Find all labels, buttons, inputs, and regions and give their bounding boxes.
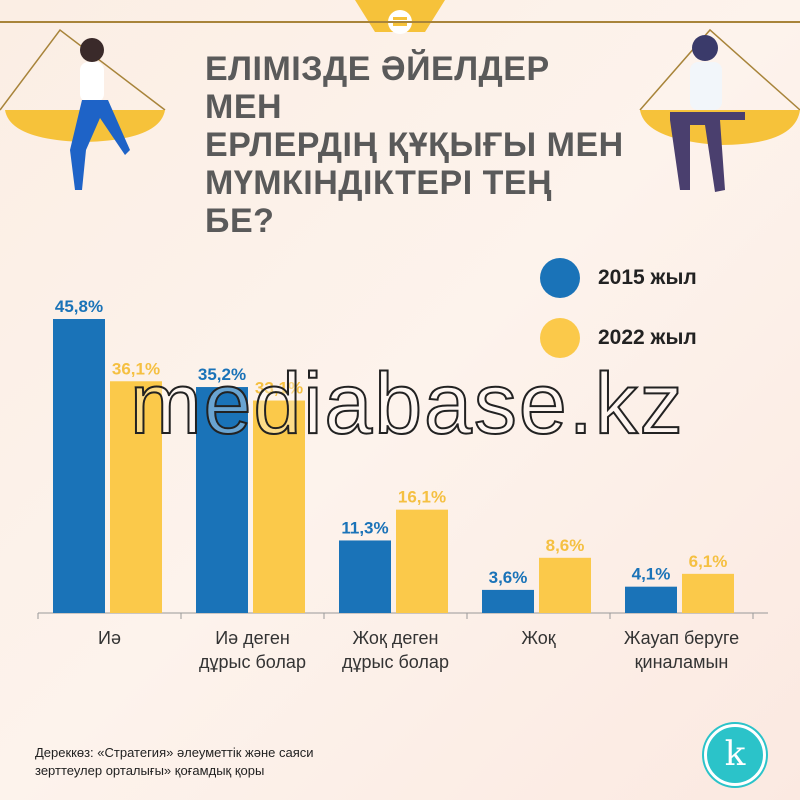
legend-swatch-2022 (540, 318, 580, 358)
data-label: 35,2% (198, 365, 246, 384)
data-label: 36,1% (112, 359, 160, 378)
category-label-line: Жауап беруге (623, 628, 740, 648)
logo: k (704, 724, 766, 786)
data-label: 33,1% (255, 379, 303, 398)
source-line: Дереккөз: «Стратегия» әлеуметтік және са… (35, 745, 314, 760)
data-label: 4,1% (632, 565, 671, 584)
legend-label: 2022 жыл (598, 326, 697, 349)
source-note: Дереккөз: «Стратегия» әлеуметтік және са… (35, 744, 335, 780)
category-label-line: Иә деген (215, 628, 290, 648)
category-label-line: Иә (98, 628, 121, 648)
data-label: 8,6% (546, 536, 585, 555)
legend-item-2015: 2015 жыл (540, 258, 697, 298)
bar-2022 (253, 400, 305, 613)
bar-2022 (539, 557, 591, 613)
bar-2015 (482, 589, 534, 613)
category-label: Жоқ деген дұрыс болар (324, 626, 467, 674)
category-label-line: Жоқ (521, 628, 556, 648)
data-label: 11,3% (341, 518, 388, 537)
bar-2022 (110, 381, 162, 613)
page-title: ЕЛІМІЗДЕ ӘЙЕЛДЕР МЕН ЕРЛЕРДІҢ ҚҰҚЫҒЫ МЕН… (205, 50, 625, 240)
man-figure (670, 35, 745, 192)
source-line: зерттеулер орталығы» қоғамдық қоры (35, 763, 265, 778)
data-label: 16,1% (398, 488, 446, 507)
bar-2015 (53, 319, 105, 613)
bar-2022 (682, 573, 734, 613)
bar-2015 (339, 540, 391, 613)
category-label: Жауап беруге қиналамын (610, 626, 753, 674)
data-label: 3,6% (489, 568, 528, 587)
bar-2015 (625, 586, 677, 613)
category-label: Жоқ (467, 626, 610, 650)
category-label: Иә (38, 626, 181, 650)
title-line: ЕРЛЕРДІҢ ҚҰҚЫҒЫ МЕН (205, 126, 624, 164)
bar-2015 (196, 387, 248, 613)
bar-2022 (396, 509, 448, 613)
data-label: 6,1% (689, 552, 728, 571)
legend-label: 2015 жыл (598, 266, 697, 289)
legend-item-2022: 2022 жыл (540, 318, 697, 358)
category-label: Иә деген дұрыс болар (181, 626, 324, 674)
category-label-line: дұрыс болар (199, 652, 306, 672)
title-line: ЕЛІМІЗДЕ ӘЙЕЛДЕР МЕН (205, 50, 550, 126)
woman-figure (70, 38, 130, 190)
category-label-line: дұрыс болар (342, 652, 449, 672)
data-label: 45,8% (55, 297, 103, 316)
scale-illustration (0, 21, 800, 192)
legend-swatch-2015 (540, 258, 580, 298)
category-label-line: Жоқ деген (352, 628, 439, 648)
category-label-line: қиналамын (634, 652, 729, 672)
title-line: МҮМКІНДІКТЕРІ ТЕҢ БЕ? (205, 164, 553, 240)
